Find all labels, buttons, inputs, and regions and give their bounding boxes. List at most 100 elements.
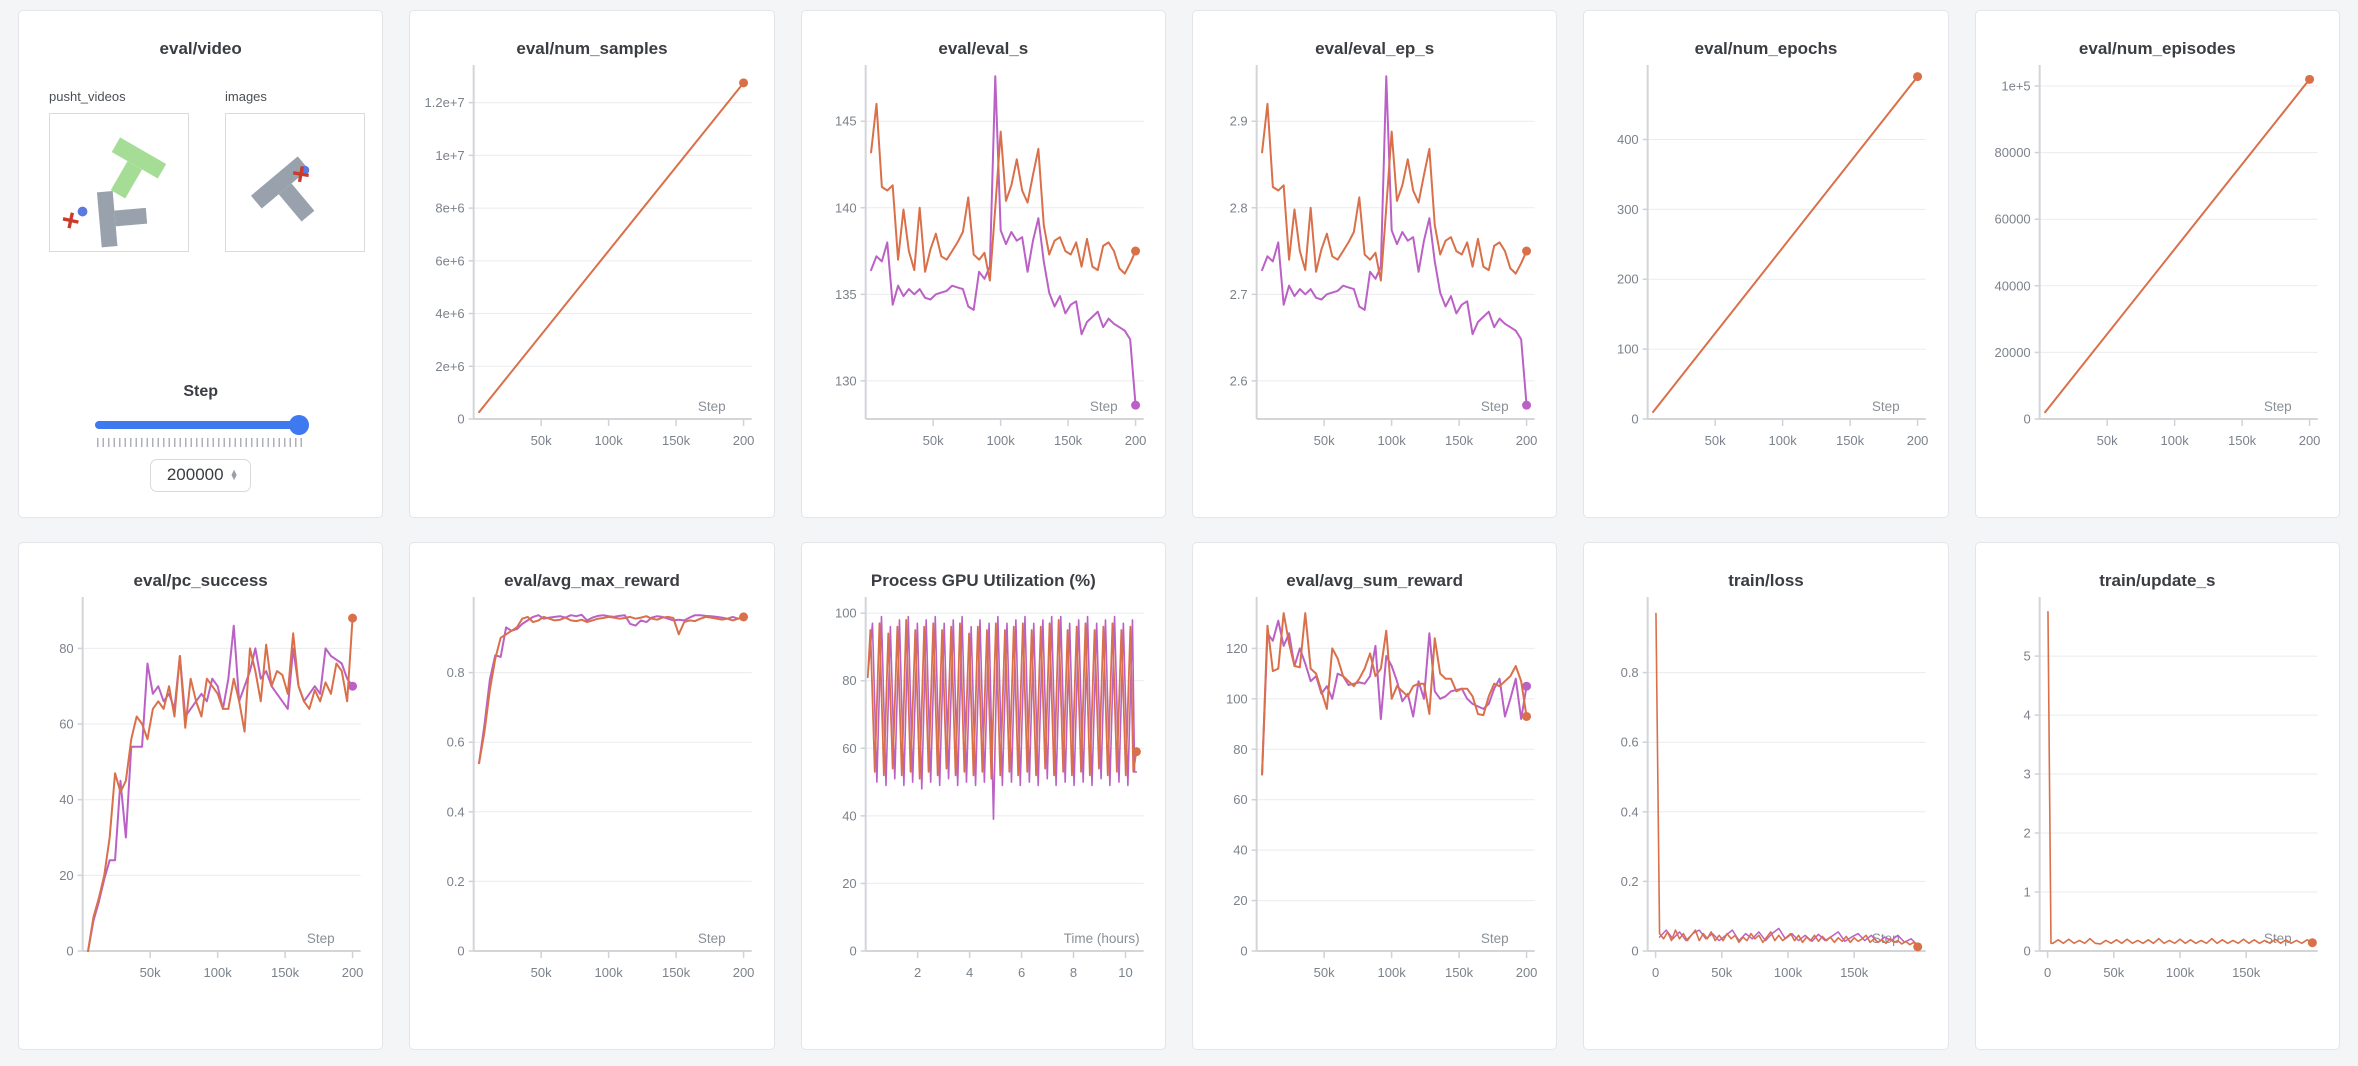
svg-text:100k: 100k	[1774, 965, 1803, 980]
chart-eval-num-samples[interactable]: 0 2e+6 4e+6 6e+6 8e+6 1e+7 1.2e+7 50k 100k 150k 20…	[410, 61, 773, 465]
svg-text:50k: 50k	[531, 965, 552, 980]
svg-text:Step: Step	[698, 399, 726, 414]
svg-text:50k: 50k	[2103, 965, 2124, 980]
slider-tick-marks	[96, 438, 305, 447]
chart-eval-num-epochs[interactable]: 0 100 200 300 400 50k 100k 150k 200 Step	[1584, 61, 1947, 465]
svg-text:0: 0	[1632, 412, 1639, 427]
svg-text:0.8: 0.8	[1621, 665, 1639, 680]
chart-eval-eval-s[interactable]: 130 135 140 145 50k 100k 150k 200 Step	[802, 61, 1165, 465]
svg-text:Step: Step	[1872, 399, 1900, 414]
svg-text:0.2: 0.2	[1621, 874, 1639, 889]
panel-train-update-s: train/update_s 0 1 2 3 4 5 0 50k 100k 150k Step	[1974, 542, 2340, 1050]
svg-text:200: 200	[2298, 433, 2320, 448]
svg-text:200: 200	[733, 433, 755, 448]
step-slider[interactable]	[94, 415, 309, 435]
svg-text:20: 20	[1233, 893, 1247, 908]
chart-title: eval/eval_s	[938, 39, 1029, 58]
svg-text:0.2: 0.2	[447, 874, 465, 889]
svg-text:200: 200	[1617, 272, 1639, 287]
svg-text:100k: 100k	[986, 433, 1015, 448]
svg-text:0: 0	[1240, 944, 1247, 959]
svg-text:150k: 150k	[271, 965, 300, 980]
svg-text:0: 0	[2044, 965, 2051, 980]
svg-text:100: 100	[835, 606, 857, 621]
svg-text:3: 3	[2023, 767, 2030, 782]
chart-title: eval/num_samples	[516, 39, 668, 58]
svg-text:Step: Step	[1090, 399, 1118, 414]
chart-train-loss[interactable]: 0 0.2 0.4 0.6 0.8 0 50k 100k 150k Step	[1584, 593, 1947, 997]
panel-eval-num-epochs: eval/num_epochs 0 100 200 300 400 50k 100k 150k…	[1583, 10, 1949, 518]
pusht-video-thumbnail[interactable]	[49, 113, 189, 252]
chart-eval-num-episodes[interactable]: 0 20000 40000 60000 80000 1e+5 50k 100k 150k 200 S…	[1976, 61, 2339, 465]
step-control: Step 200000 ▲ ▼	[19, 383, 382, 492]
svg-text:135: 135	[835, 287, 857, 302]
svg-text:4: 4	[2023, 708, 2030, 723]
svg-text:2.6: 2.6	[1230, 373, 1248, 388]
svg-text:0: 0	[2023, 412, 2030, 427]
chart-eval-avg-sum-reward[interactable]: 0 20 40 60 80 100 120 50k 100k 150k 200 Step	[1193, 593, 1556, 997]
svg-text:Step: Step	[2264, 931, 2292, 946]
svg-text:Step: Step	[698, 931, 726, 946]
svg-text:2: 2	[914, 965, 921, 980]
panel-eval-eval-ep-s: eval/eval_ep_s 2.6 2.7 2.8 2.9 50k 100k 150k 20…	[1192, 10, 1558, 518]
svg-text:8e+6: 8e+6	[436, 201, 465, 216]
slider-handle[interactable]	[288, 415, 309, 435]
chart-eval-avg-max-reward[interactable]: 0 0.2 0.4 0.6 0.8 50k 100k 150k 200 Step	[410, 593, 773, 997]
svg-text:50k: 50k	[531, 433, 552, 448]
chart-train-update-s[interactable]: 0 1 2 3 4 5 0 50k 100k 150k Step	[1976, 593, 2339, 997]
svg-text:150k: 150k	[1445, 433, 1474, 448]
svg-text:40: 40	[1233, 843, 1247, 858]
svg-text:50k: 50k	[2096, 433, 2117, 448]
svg-text:0: 0	[458, 944, 465, 959]
panel-eval-pc-success: eval/pc_success 0 20 40 60 80 50k 100k 150k 200 S…	[18, 542, 384, 1050]
chart-eval-pc-success[interactable]: 0 20 40 60 80 50k 100k 150k 200 Step	[19, 593, 382, 997]
chart-gpu-utilization[interactable]: 0 20 40 60 80 100 2 4 6 8 10 Time (hours)	[802, 593, 1165, 997]
step-number-input[interactable]: 200000 ▲ ▼	[149, 459, 252, 492]
svg-text:1: 1	[2023, 885, 2030, 900]
svg-text:150k: 150k	[662, 965, 691, 980]
svg-text:0.6: 0.6	[1621, 735, 1639, 750]
svg-text:60: 60	[1233, 792, 1247, 807]
chart-eval-eval-ep-s[interactable]: 2.6 2.7 2.8 2.9 50k 100k 150k 200 Step	[1193, 61, 1556, 465]
svg-text:20: 20	[842, 876, 856, 891]
svg-text:Step: Step	[307, 931, 335, 946]
stepper-arrows-icon[interactable]: ▲ ▼	[229, 467, 239, 482]
svg-text:1e+5: 1e+5	[2001, 78, 2030, 93]
slider-track[interactable]	[94, 421, 307, 429]
svg-text:0.8: 0.8	[447, 665, 465, 680]
pusht-image-icon	[250, 156, 315, 222]
svg-text:100k: 100k	[1378, 433, 1407, 448]
image-thumbnail[interactable]	[225, 113, 365, 252]
svg-text:200: 200	[733, 965, 755, 980]
svg-text:6e+6: 6e+6	[436, 253, 465, 268]
svg-text:0: 0	[66, 944, 73, 959]
media-images: images	[225, 89, 365, 252]
svg-text:100k: 100k	[2160, 433, 2189, 448]
chart-title: eval/num_epochs	[1694, 39, 1838, 58]
svg-text:6: 6	[1018, 965, 1025, 980]
panel-eval-video: eval/video pusht_videos	[18, 10, 384, 518]
chart-title: train/loss	[1728, 571, 1804, 590]
svg-text:100k: 100k	[595, 965, 624, 980]
svg-text:200: 200	[1516, 965, 1538, 980]
svg-text:100: 100	[1617, 342, 1639, 357]
svg-text:60: 60	[59, 717, 73, 732]
svg-text:5: 5	[2023, 649, 2030, 664]
svg-text:150k: 150k	[2232, 965, 2261, 980]
svg-text:Step: Step	[2264, 399, 2292, 414]
svg-text:200: 200	[1907, 433, 1929, 448]
svg-text:0: 0	[2023, 944, 2030, 959]
svg-text:145: 145	[835, 114, 857, 129]
media-row: pusht_videos	[19, 61, 382, 252]
svg-text:50k: 50k	[1314, 965, 1335, 980]
svg-text:400: 400	[1617, 132, 1639, 147]
svg-text:80: 80	[842, 673, 856, 688]
svg-text:0: 0	[1632, 944, 1639, 959]
media-label: pusht_videos	[49, 89, 126, 104]
svg-text:Step: Step	[1481, 399, 1509, 414]
svg-text:0: 0	[458, 412, 465, 427]
svg-text:100k: 100k	[1378, 965, 1407, 980]
panel-eval-num-episodes: eval/num_episodes 0 20000 40000 60000 80000 1…	[1974, 10, 2340, 518]
svg-text:130: 130	[835, 373, 857, 388]
